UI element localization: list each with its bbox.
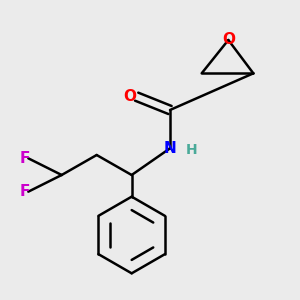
Text: O: O bbox=[222, 32, 235, 47]
Text: O: O bbox=[123, 89, 136, 104]
Text: F: F bbox=[19, 184, 29, 199]
Text: N: N bbox=[164, 141, 176, 156]
Text: H: H bbox=[186, 143, 197, 157]
Text: F: F bbox=[19, 151, 29, 166]
